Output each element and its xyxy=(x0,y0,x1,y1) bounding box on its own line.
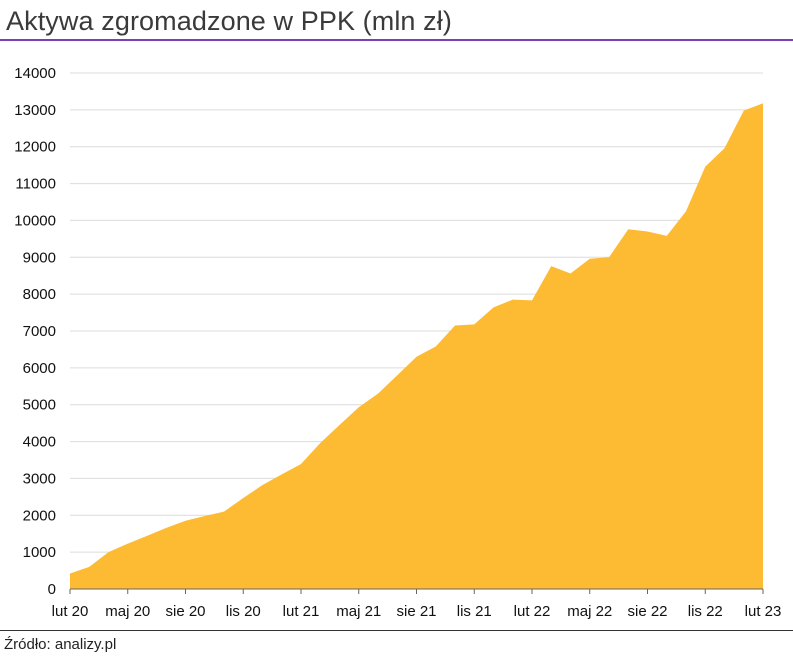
plot-area xyxy=(70,103,763,589)
x-tick-label: lis 21 xyxy=(457,603,492,620)
x-tick-label: lut 20 xyxy=(52,603,89,620)
y-tick-label: 8000 xyxy=(23,286,56,303)
x-tick-label: lis 22 xyxy=(688,603,723,620)
x-tick-label: lut 21 xyxy=(283,603,320,620)
y-tick-label: 14000 xyxy=(14,65,56,82)
y-tick-label: 7000 xyxy=(23,323,56,340)
x-tick-label: sie 20 xyxy=(165,603,205,620)
x-tick-label: lut 23 xyxy=(745,603,782,620)
footer-divider xyxy=(0,630,793,631)
y-tick-label: 1000 xyxy=(23,544,56,561)
y-tick-label: 9000 xyxy=(23,249,56,266)
chart-title: Aktywa zgromadzone w PPK (mln zł) xyxy=(6,6,452,36)
series-area xyxy=(70,103,763,589)
title-divider xyxy=(0,39,793,41)
x-tick-label: maj 22 xyxy=(567,603,612,620)
y-tick-label: 6000 xyxy=(23,360,56,377)
x-tick-label: maj 20 xyxy=(105,603,150,620)
x-tick-label: lis 20 xyxy=(226,603,261,620)
y-axis-tick-labels: 0 1000 2000 3000 4000 5000 6000 7000 8000 9000 100… xyxy=(14,65,56,598)
y-tick-label: 4000 xyxy=(23,434,56,451)
y-tick-label: 5000 xyxy=(23,397,56,414)
y-tick-label: 11000 xyxy=(15,176,56,193)
x-axis-tick-labels: lut 20 maj 20 sie 20 lis 20 lut 21 maj 21 sie … xyxy=(52,603,782,620)
x-tick-label: sie 21 xyxy=(396,603,436,620)
y-tick-label: 12000 xyxy=(14,139,56,156)
x-tick-label: lut 22 xyxy=(514,603,551,620)
axes xyxy=(69,588,764,594)
source-note: Źródło: analizy.pl xyxy=(4,636,117,653)
area-chart: 0 1000 2000 3000 4000 5000 6000 7000 8000 9000 100… xyxy=(14,65,782,620)
y-tick-label: 3000 xyxy=(23,470,56,487)
y-tick-label: 10000 xyxy=(14,212,56,229)
y-tick-label: 13000 xyxy=(14,102,56,119)
y-tick-label: 2000 xyxy=(23,507,56,524)
x-tick-label: maj 21 xyxy=(336,603,381,620)
y-tick-label: 0 xyxy=(48,581,56,598)
x-tick-label: sie 22 xyxy=(627,603,667,620)
